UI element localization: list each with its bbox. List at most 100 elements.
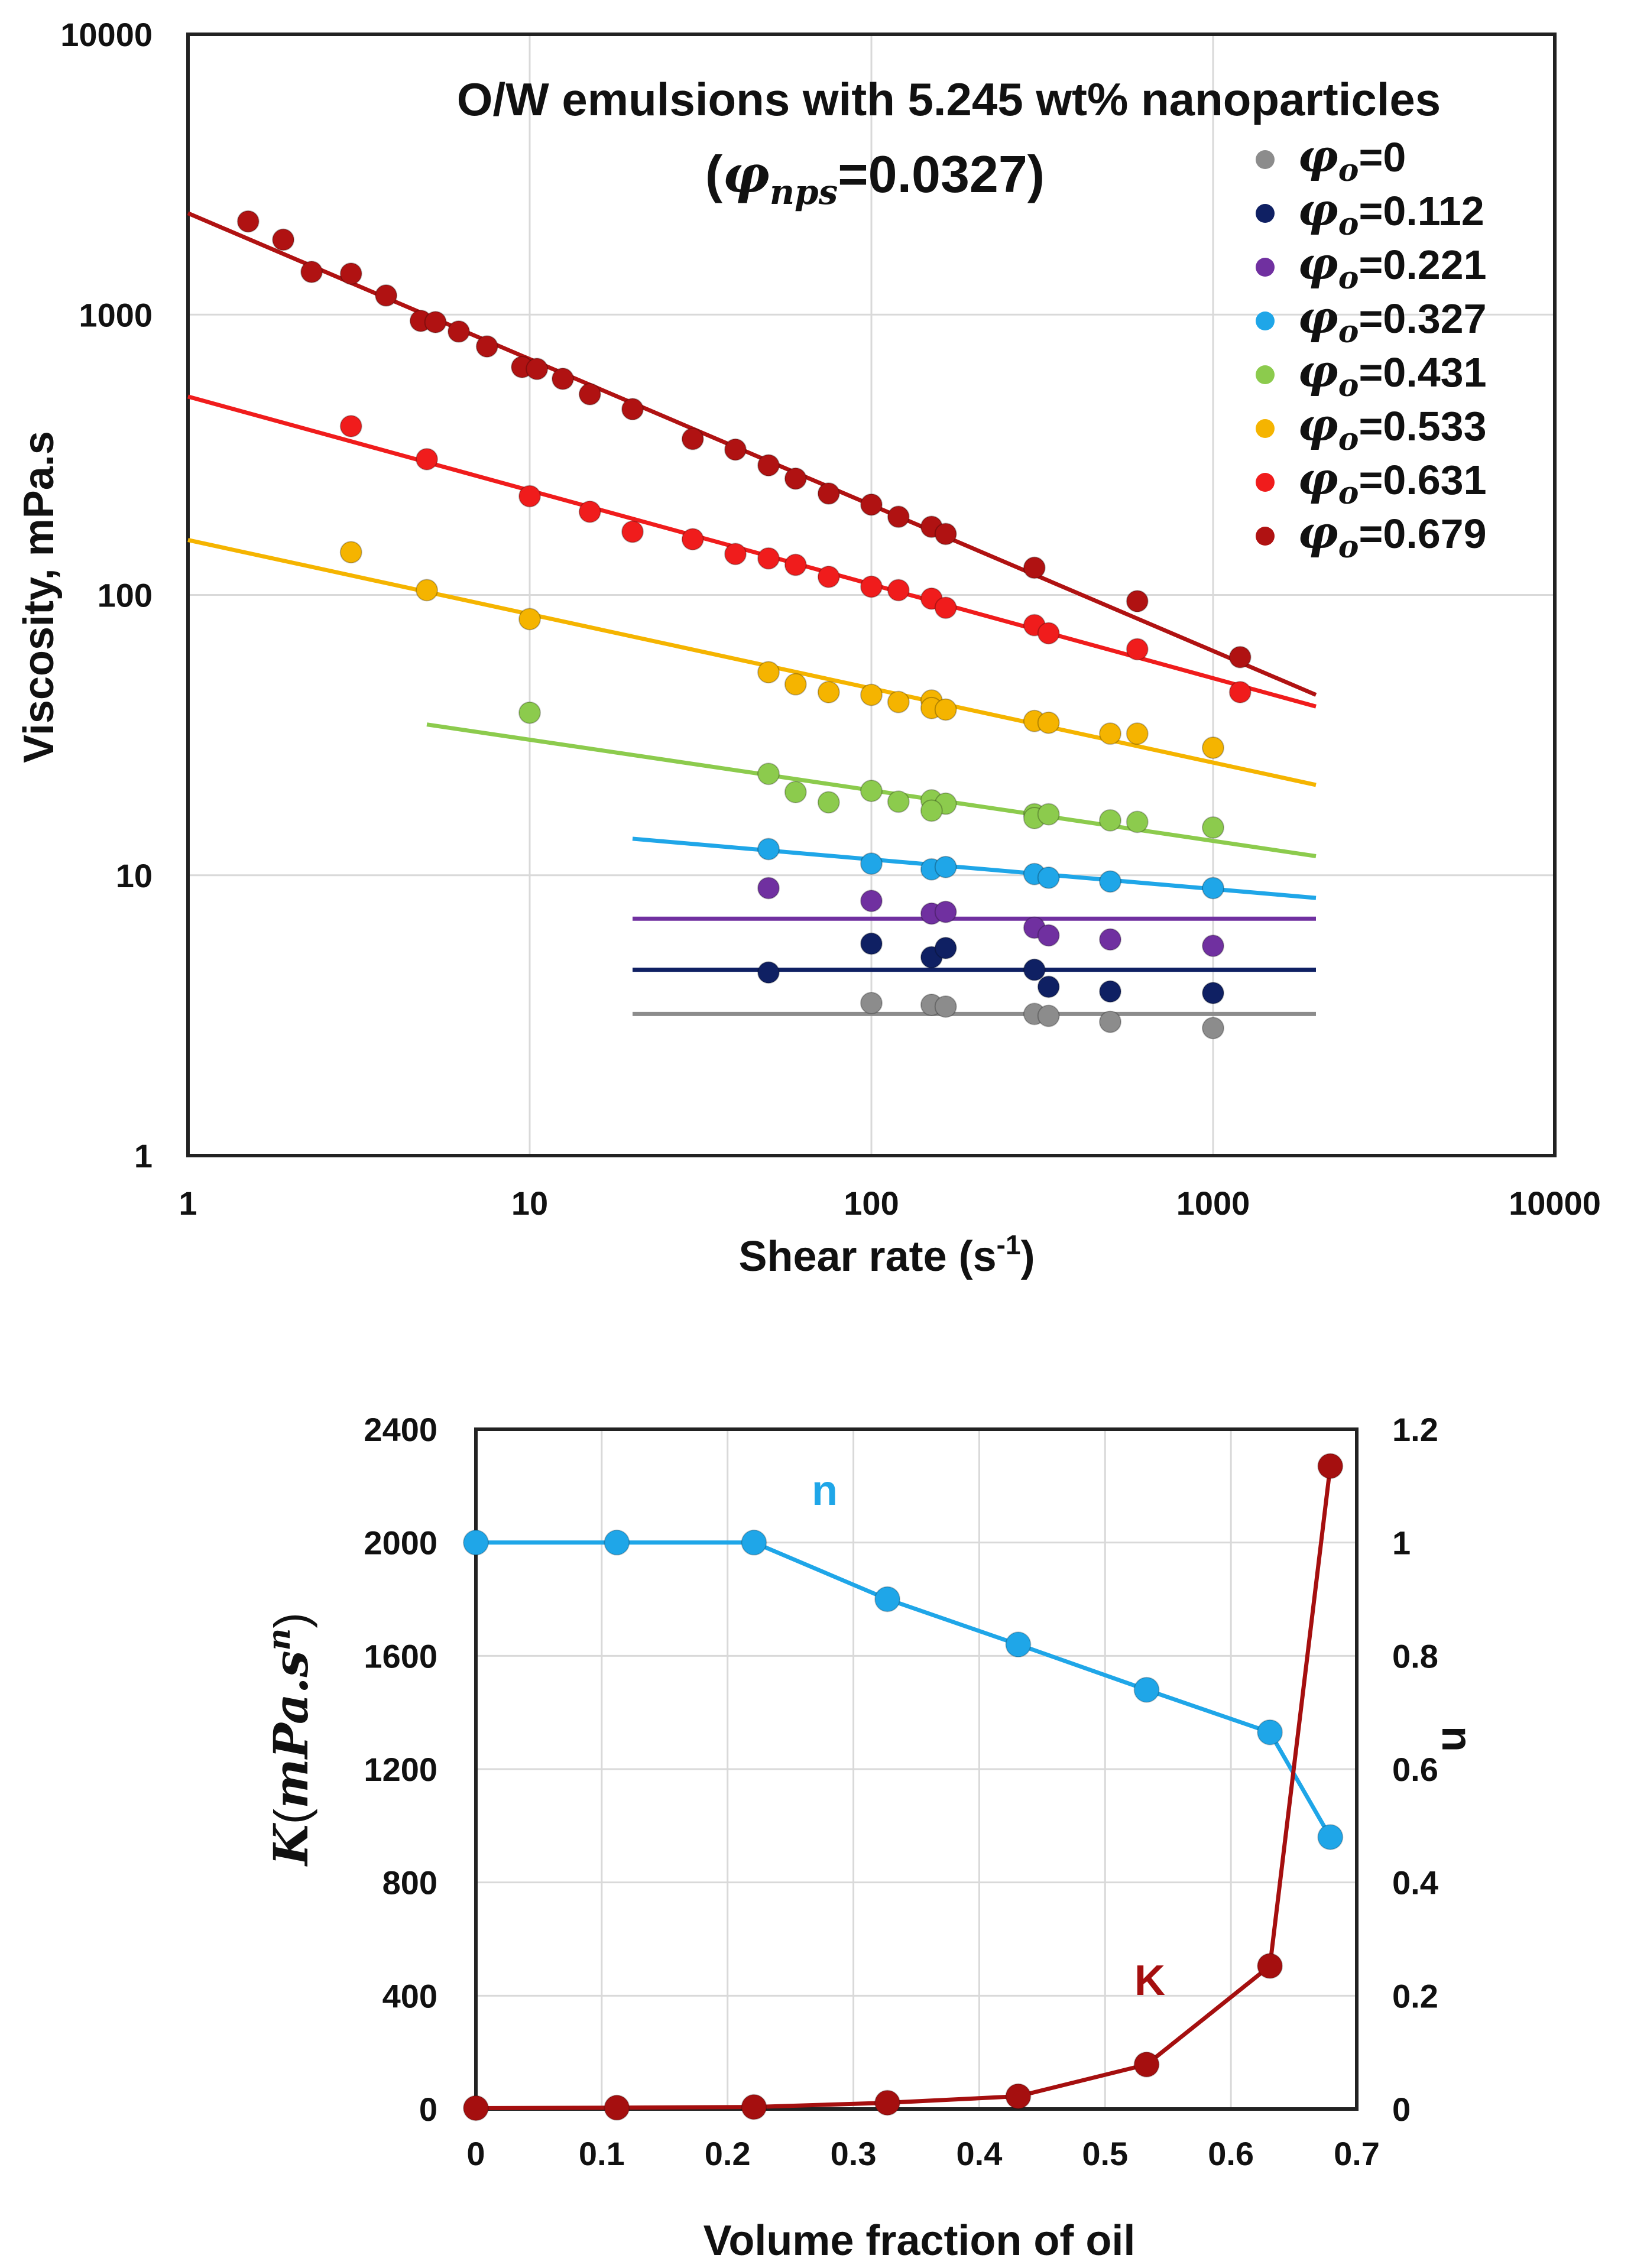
- x-tick-label: 0.4: [956, 2135, 1002, 2172]
- chart-subtitle: (φnps=0.0327): [705, 143, 1045, 212]
- data-point: [887, 790, 910, 813]
- bottom-series: nK: [463, 1453, 1344, 2121]
- x-tick-label: 1000: [1176, 1185, 1250, 1222]
- viscosity-chart: 1 10 100 1000 10000 1 10 100 1000 10000 O/W emul…: [15, 16, 1601, 1280]
- data-point: [1037, 924, 1060, 947]
- x-axis-label: Shear rate (s-1): [738, 1229, 1035, 1280]
- data-point: [1228, 645, 1252, 669]
- legend-label: φo=0.221: [1298, 237, 1487, 296]
- data-point: [578, 500, 601, 523]
- right-tick-label: 0.8: [1392, 1637, 1438, 1675]
- data-point: [518, 608, 541, 631]
- data-point: [1023, 958, 1046, 981]
- data-point: [1202, 935, 1224, 958]
- data-point: [724, 438, 747, 461]
- data-point: [1202, 816, 1224, 839]
- legend-marker: [1256, 312, 1275, 330]
- series-point-K: [604, 2094, 630, 2121]
- data-point: [424, 310, 447, 333]
- legend-label: φo=0.431: [1298, 345, 1487, 404]
- data-point: [272, 228, 295, 251]
- data-point: [1202, 982, 1224, 1005]
- data-point: [887, 690, 910, 713]
- data-point: [817, 565, 840, 588]
- legend-label: φo=0.327: [1298, 291, 1487, 350]
- data-point: [416, 579, 439, 602]
- data-point: [1099, 928, 1122, 951]
- legend-marker: [1256, 527, 1275, 546]
- data-point: [681, 528, 704, 551]
- data-point: [339, 414, 362, 437]
- series-label-n: n: [812, 1467, 838, 1514]
- data-point: [339, 541, 362, 564]
- data-point: [934, 936, 957, 959]
- top-x-tick-labels: 1 10 100 1000 10000: [179, 1185, 1600, 1222]
- data-point: [934, 523, 957, 546]
- series-point-n: [1133, 1676, 1160, 1703]
- data-point: [817, 482, 840, 505]
- x-tick-label: 0.2: [705, 2135, 751, 2172]
- x-tick-label: 0: [466, 2135, 485, 2172]
- data-point: [1099, 870, 1122, 893]
- left-tick-label: 400: [382, 1977, 437, 2014]
- right-tick-label: 1.2: [1392, 1411, 1438, 1448]
- legend-marker: [1256, 473, 1275, 492]
- data-point: [1202, 877, 1224, 900]
- x-tick-label: 10: [511, 1185, 548, 1222]
- y-tick-label: 1: [134, 1137, 153, 1174]
- data-point: [526, 358, 549, 381]
- data-point: [1126, 722, 1149, 745]
- data-point: [475, 335, 498, 358]
- data-point: [1037, 803, 1060, 826]
- data-point: [860, 890, 883, 913]
- data-point: [1099, 980, 1122, 1003]
- data-point: [757, 454, 780, 477]
- data-point: [860, 932, 883, 955]
- series-point-n: [741, 1529, 767, 1556]
- data-point: [300, 261, 323, 284]
- data-point: [1099, 722, 1122, 745]
- data-point: [1228, 680, 1252, 703]
- data-point: [1099, 1010, 1122, 1033]
- data-point: [860, 683, 883, 706]
- data-point: [375, 284, 398, 307]
- top-plot-frame: [186, 33, 1557, 1157]
- series-point-n: [463, 1529, 489, 1556]
- data-point: [1037, 622, 1060, 645]
- legend-label: φo=0.631: [1298, 452, 1487, 511]
- data-point: [1126, 638, 1149, 661]
- data-point: [1126, 810, 1149, 833]
- data-point: [784, 673, 807, 696]
- legend-marker: [1256, 204, 1275, 223]
- data-point: [1037, 711, 1060, 734]
- x-tick-label: 1: [179, 1185, 197, 1222]
- top-fit-lines: [187, 211, 1317, 1016]
- y-axis-label: Viscosity, mPa.s: [15, 431, 63, 763]
- data-point: [757, 661, 780, 684]
- legend-marker: [1256, 258, 1275, 277]
- x-tick-label: 0.7: [1334, 2135, 1380, 2172]
- x-tick-label: 10000: [1509, 1185, 1601, 1222]
- data-point: [1023, 556, 1046, 579]
- bottom-right-tick-labels: 0 0.2 0.4 0.6 0.8 1 1.2: [1392, 1411, 1438, 2128]
- series-line-K: [475, 1465, 1333, 2110]
- data-point: [860, 779, 883, 802]
- x-tick-label: 0.6: [1208, 2135, 1254, 2172]
- bottom-grid: [475, 1428, 1358, 2110]
- bottom-plot-frame: [474, 1427, 1359, 2111]
- y-tick-label: 100: [98, 577, 153, 614]
- data-point: [860, 852, 883, 875]
- right-tick-label: 0: [1392, 2091, 1411, 2128]
- bottom-left-tick-labels: 0 400 800 1200 1600 2000 2400: [364, 1411, 437, 2128]
- series-point-K: [741, 2094, 767, 2120]
- bottom-x-tick-labels: 0 0.1 0.2 0.3 0.4 0.5 0.6 0.7: [466, 2135, 1380, 2172]
- x-tick-label: 0.1: [579, 2135, 625, 2172]
- y-tick-label: 1000: [79, 296, 153, 333]
- fit-line: [187, 211, 1317, 697]
- legend-label: φo=0.533: [1298, 398, 1487, 458]
- x-tick-label: 0.5: [1082, 2135, 1128, 2172]
- data-point: [934, 596, 957, 619]
- left-tick-label: 1200: [364, 1751, 437, 1788]
- data-point: [784, 781, 807, 804]
- data-point: [757, 838, 780, 861]
